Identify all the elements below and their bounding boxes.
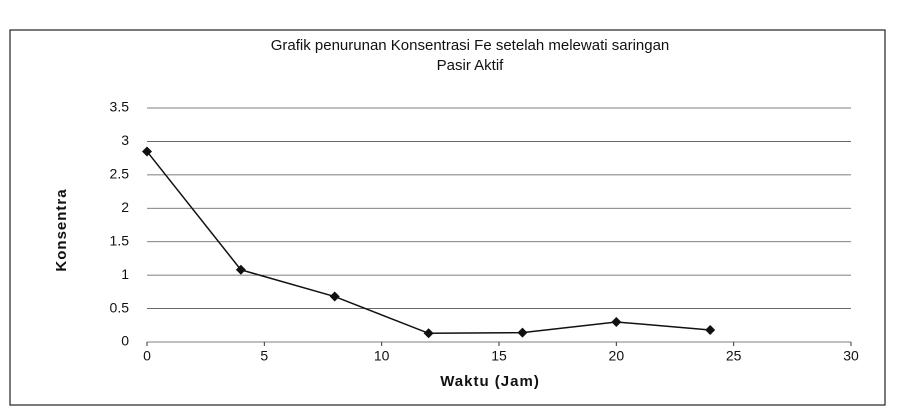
x-axis-title: Waktu (Jam) bbox=[440, 373, 540, 390]
chart-title: Pasir Aktif bbox=[437, 57, 505, 74]
y-tick-label: 3.5 bbox=[110, 99, 130, 115]
x-tick-label: 20 bbox=[609, 348, 625, 364]
y-tick-label: 1 bbox=[121, 266, 129, 282]
x-tick-label: 15 bbox=[491, 348, 507, 364]
chart-title: Grafik penurunan Konsentrasi Fe setelah … bbox=[271, 37, 670, 54]
y-axis-title: Konsentra bbox=[53, 188, 70, 271]
x-tick-label: 30 bbox=[843, 348, 859, 364]
marker bbox=[517, 327, 528, 338]
y-tick-label: 2.5 bbox=[110, 166, 130, 182]
y-tick-label: 0.5 bbox=[110, 299, 130, 315]
marker bbox=[329, 291, 340, 302]
x-tick-label: 10 bbox=[374, 348, 390, 364]
chart-border bbox=[9, 29, 886, 406]
marker bbox=[423, 328, 434, 339]
line bbox=[146, 150, 711, 335]
x-tick-label: 25 bbox=[726, 348, 742, 364]
y-tick-label: 1.5 bbox=[110, 232, 130, 248]
x-tick-label: 5 bbox=[260, 348, 268, 364]
marker bbox=[142, 146, 152, 157]
y-tick-label: 3 bbox=[121, 132, 129, 148]
x-tick-label: 0 bbox=[143, 348, 151, 364]
y-tick-label: 0 bbox=[121, 333, 129, 349]
marker bbox=[705, 324, 716, 335]
marker bbox=[235, 264, 246, 275]
marker bbox=[611, 316, 622, 327]
y-tick-label: 2 bbox=[121, 199, 129, 215]
